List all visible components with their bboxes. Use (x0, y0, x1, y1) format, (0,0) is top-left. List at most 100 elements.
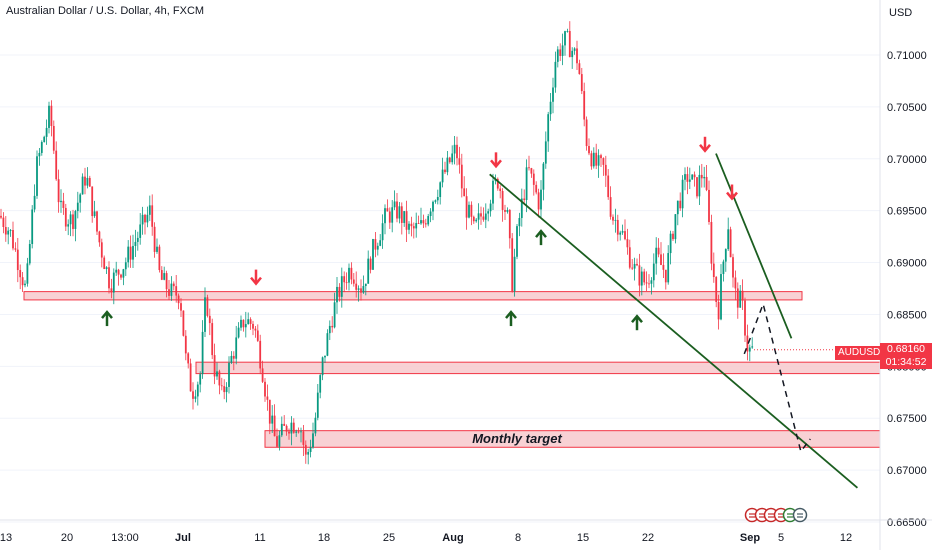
candle-body (631, 267, 634, 269)
candle-body (444, 169, 446, 173)
candle-body (652, 263, 655, 281)
candle-body (523, 198, 526, 201)
down-arrow-icon (699, 136, 711, 153)
candle-body (619, 232, 622, 235)
candle-body (292, 422, 295, 433)
symbol-tag: AUDUSD (835, 346, 884, 360)
candle-body (475, 219, 478, 222)
candle-body (21, 277, 24, 286)
bar-countdown: 01:34:52 (885, 356, 927, 368)
candle-body (578, 63, 581, 75)
candle (122, 268, 125, 286)
up-arrow-icon (101, 310, 113, 327)
candle (664, 269, 667, 290)
candle-body (235, 337, 238, 359)
candle-body (345, 282, 348, 284)
x-tick-label: 22 (642, 532, 654, 544)
candle-body (141, 214, 144, 225)
candle (168, 280, 170, 300)
candle-body (340, 276, 343, 297)
candle (348, 263, 350, 291)
x-tick-label: Sep (740, 532, 760, 544)
candle (612, 214, 614, 225)
down-arrow-icon (250, 269, 262, 286)
candle (528, 155, 530, 171)
candle (288, 428, 290, 440)
candle-body (136, 237, 139, 242)
y-tick-label: 0.67000 (887, 465, 927, 477)
candle-body (55, 150, 58, 180)
candle (727, 217, 730, 251)
candle-body (369, 258, 372, 270)
candle-body (96, 211, 98, 232)
candle-body (91, 186, 94, 217)
candle-body (64, 207, 67, 227)
candle-body (448, 157, 451, 163)
candle (4, 216, 7, 242)
candle-body (391, 207, 394, 223)
candle-body (607, 175, 610, 198)
candle (436, 189, 439, 205)
candle (350, 262, 353, 285)
candle (112, 268, 115, 305)
x-tick-label: 18 (318, 532, 330, 544)
candle-body (480, 213, 482, 217)
candle-body (50, 105, 53, 126)
up-arrow-head (101, 310, 113, 319)
candle-body (532, 173, 535, 185)
candle-body (242, 319, 245, 328)
candle (679, 192, 682, 211)
candle (463, 176, 466, 197)
candle-body (660, 254, 662, 265)
candle (357, 285, 360, 302)
candle-body (446, 157, 449, 173)
candle (72, 209, 74, 237)
candle (684, 167, 686, 191)
candle (549, 92, 552, 121)
candle (86, 167, 89, 189)
candle-body (261, 368, 264, 382)
candle (151, 194, 154, 236)
candle-body (300, 431, 302, 433)
candle-body (552, 87, 554, 102)
candle (590, 150, 593, 170)
candle-body (52, 125, 55, 151)
candle (506, 207, 509, 214)
candle (180, 298, 182, 317)
candle-body (33, 195, 36, 210)
candle-body (201, 331, 204, 375)
candle-body (148, 205, 151, 215)
candle-body (374, 239, 377, 250)
candle (103, 255, 106, 270)
candle (751, 337, 754, 349)
zones (23, 291, 881, 448)
economic-event-icon (792, 507, 808, 523)
candle (420, 207, 422, 225)
candle (40, 140, 43, 156)
candle (297, 427, 300, 434)
candle (9, 229, 12, 237)
candle (686, 166, 689, 195)
candle-body (698, 174, 701, 197)
candle (398, 202, 401, 224)
arrows (101, 136, 738, 331)
currency-label: USD (889, 7, 912, 19)
candle-body (379, 240, 382, 246)
candle-body (427, 216, 430, 225)
y-tick-label: 0.68500 (887, 309, 927, 321)
last-price: 0.68160 (887, 343, 925, 355)
candle (429, 208, 432, 223)
candle-body (367, 258, 370, 284)
up-arrow-head (505, 310, 517, 319)
candle-body (472, 216, 475, 222)
candle-body (309, 447, 312, 452)
candle-body (117, 269, 120, 275)
candle-body (499, 188, 502, 191)
candle-body (650, 280, 653, 284)
candle (110, 278, 113, 299)
candle (292, 418, 295, 434)
candle-body (19, 270, 22, 278)
candle-body (237, 327, 240, 338)
candle-body (436, 197, 439, 201)
